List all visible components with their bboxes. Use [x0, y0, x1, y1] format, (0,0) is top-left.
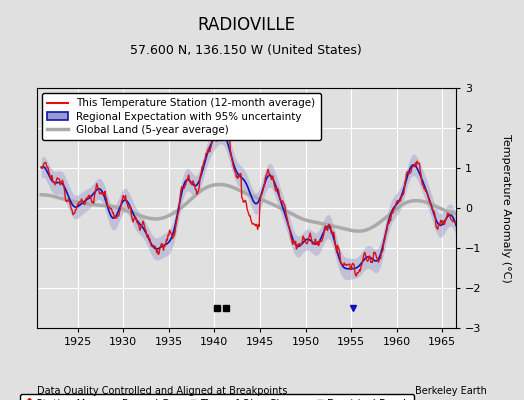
- Text: RADIOVILLE: RADIOVILLE: [197, 16, 296, 34]
- Text: 57.600 N, 136.150 W (United States): 57.600 N, 136.150 W (United States): [130, 44, 362, 57]
- Y-axis label: Temperature Anomaly (°C): Temperature Anomaly (°C): [501, 134, 511, 282]
- Text: Data Quality Controlled and Aligned at Breakpoints: Data Quality Controlled and Aligned at B…: [37, 386, 287, 396]
- Text: Berkeley Earth: Berkeley Earth: [416, 386, 487, 396]
- Legend: Station Move, Record Gap, Time of Obs. Change, Empirical Break: Station Move, Record Gap, Time of Obs. C…: [19, 394, 414, 400]
